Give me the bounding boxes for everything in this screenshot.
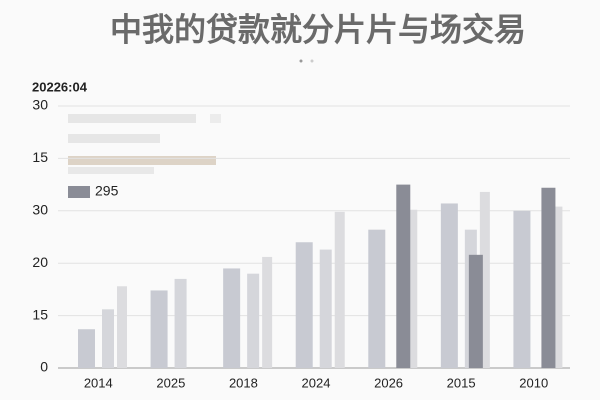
bar (334, 211, 345, 368)
bar (117, 286, 127, 368)
x-tick-label: 2024 (302, 375, 331, 390)
y-tick-label: 30 (32, 202, 48, 218)
bar (78, 329, 95, 368)
chart-subtitle: 20226:04 (32, 79, 88, 94)
dot (299, 59, 303, 63)
placeholder-bar (68, 114, 196, 123)
bar (513, 210, 531, 368)
placeholder-bar (68, 156, 216, 165)
bar (552, 206, 563, 368)
legend-swatch (68, 186, 90, 198)
chart-title: 中我的贷款就分片片与场交易 (110, 11, 526, 47)
y-tick-label: 15 (32, 149, 48, 165)
y-tick-label: 20 (32, 254, 48, 270)
bar (247, 273, 260, 368)
x-tick-label: 2014 (84, 375, 113, 390)
bar (223, 268, 241, 368)
x-tick-label: 2015 (447, 375, 476, 390)
bar (479, 191, 490, 368)
legend-label: 295 (95, 183, 119, 199)
bar (262, 256, 273, 368)
y-tick-label: 15 (32, 306, 48, 322)
bar (368, 229, 386, 368)
bar (174, 278, 187, 368)
dot (310, 59, 314, 63)
placeholder-bar (210, 114, 221, 123)
placeholder-bar (68, 134, 160, 143)
x-tick-label: 2018 (229, 375, 258, 390)
bar (295, 242, 313, 368)
placeholder-bar (68, 167, 154, 174)
x-tick-label: 2026 (374, 375, 403, 390)
bar (468, 254, 483, 368)
x-tick-label: 2010 (519, 375, 548, 390)
bar (150, 290, 168, 368)
bar (319, 249, 332, 368)
y-tick-label: 30 (32, 97, 48, 113)
bar (440, 203, 458, 368)
bar (102, 309, 114, 368)
bar (407, 209, 418, 368)
bar (396, 184, 411, 368)
x-tick-label: 2025 (156, 375, 185, 390)
bar (541, 187, 556, 368)
y-tick-label: 0 (40, 359, 48, 375)
